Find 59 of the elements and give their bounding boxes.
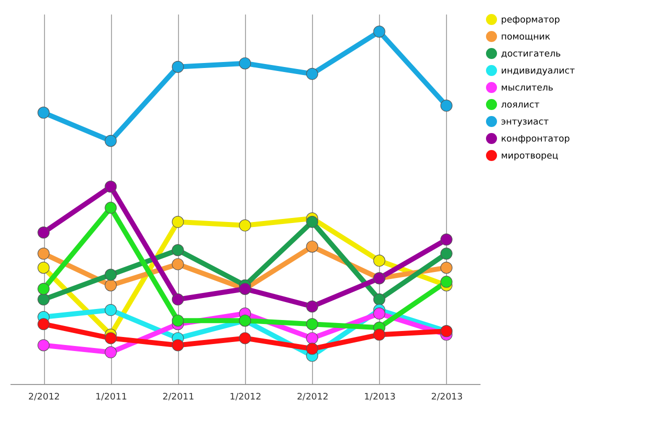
point — [38, 339, 50, 352]
point — [104, 279, 117, 292]
point — [440, 262, 452, 274]
point — [104, 332, 117, 344]
point — [306, 332, 318, 344]
point — [239, 332, 251, 344]
point — [306, 216, 318, 228]
point — [440, 276, 452, 288]
legend-label: реформатор — [501, 16, 560, 26]
legend-label: миротворец — [501, 152, 558, 162]
point — [104, 304, 117, 316]
point — [38, 318, 50, 330]
point — [172, 244, 184, 256]
x-tick-label: 2/2011 — [162, 392, 194, 402]
point — [172, 293, 184, 306]
point — [38, 262, 50, 274]
legend-label: мыслитель — [501, 84, 554, 94]
point — [239, 57, 251, 70]
point — [38, 282, 50, 295]
point — [306, 240, 318, 253]
point — [373, 308, 386, 320]
point — [306, 342, 318, 355]
point — [38, 226, 50, 238]
x-tick-label: 2/2012 — [296, 392, 328, 402]
legend-label: лоялист — [501, 100, 540, 110]
point — [104, 346, 117, 358]
x-tick-label: 1/2013 — [364, 392, 396, 402]
legend-label: индивидуалист — [501, 66, 575, 76]
point — [104, 180, 117, 193]
point — [172, 314, 184, 327]
point — [306, 318, 318, 330]
point — [306, 300, 318, 312]
point — [38, 106, 50, 119]
point — [373, 293, 386, 306]
point — [38, 293, 50, 306]
x-tick-label: 2/2012 — [28, 392, 60, 402]
legend-label: конфронтатор — [501, 134, 570, 144]
legend-label: помощник — [501, 32, 551, 42]
legend-label: достигатель — [501, 50, 561, 60]
point — [373, 254, 386, 267]
point — [373, 328, 386, 341]
point — [104, 268, 117, 281]
point — [38, 248, 50, 260]
x-tick-label: 2/2013 — [431, 392, 463, 402]
point — [104, 202, 117, 214]
point — [440, 100, 452, 112]
point — [104, 134, 117, 147]
point — [306, 68, 318, 80]
x-tick-label: 1/2011 — [95, 392, 128, 402]
point — [172, 258, 184, 270]
point — [440, 234, 452, 246]
point — [373, 26, 386, 38]
point — [172, 216, 184, 228]
point — [239, 219, 251, 232]
legend-label: энтузиаст — [501, 118, 549, 128]
point — [172, 339, 184, 352]
point — [440, 248, 452, 260]
x-tick-label: 1/2012 — [230, 392, 262, 402]
point — [172, 60, 184, 73]
